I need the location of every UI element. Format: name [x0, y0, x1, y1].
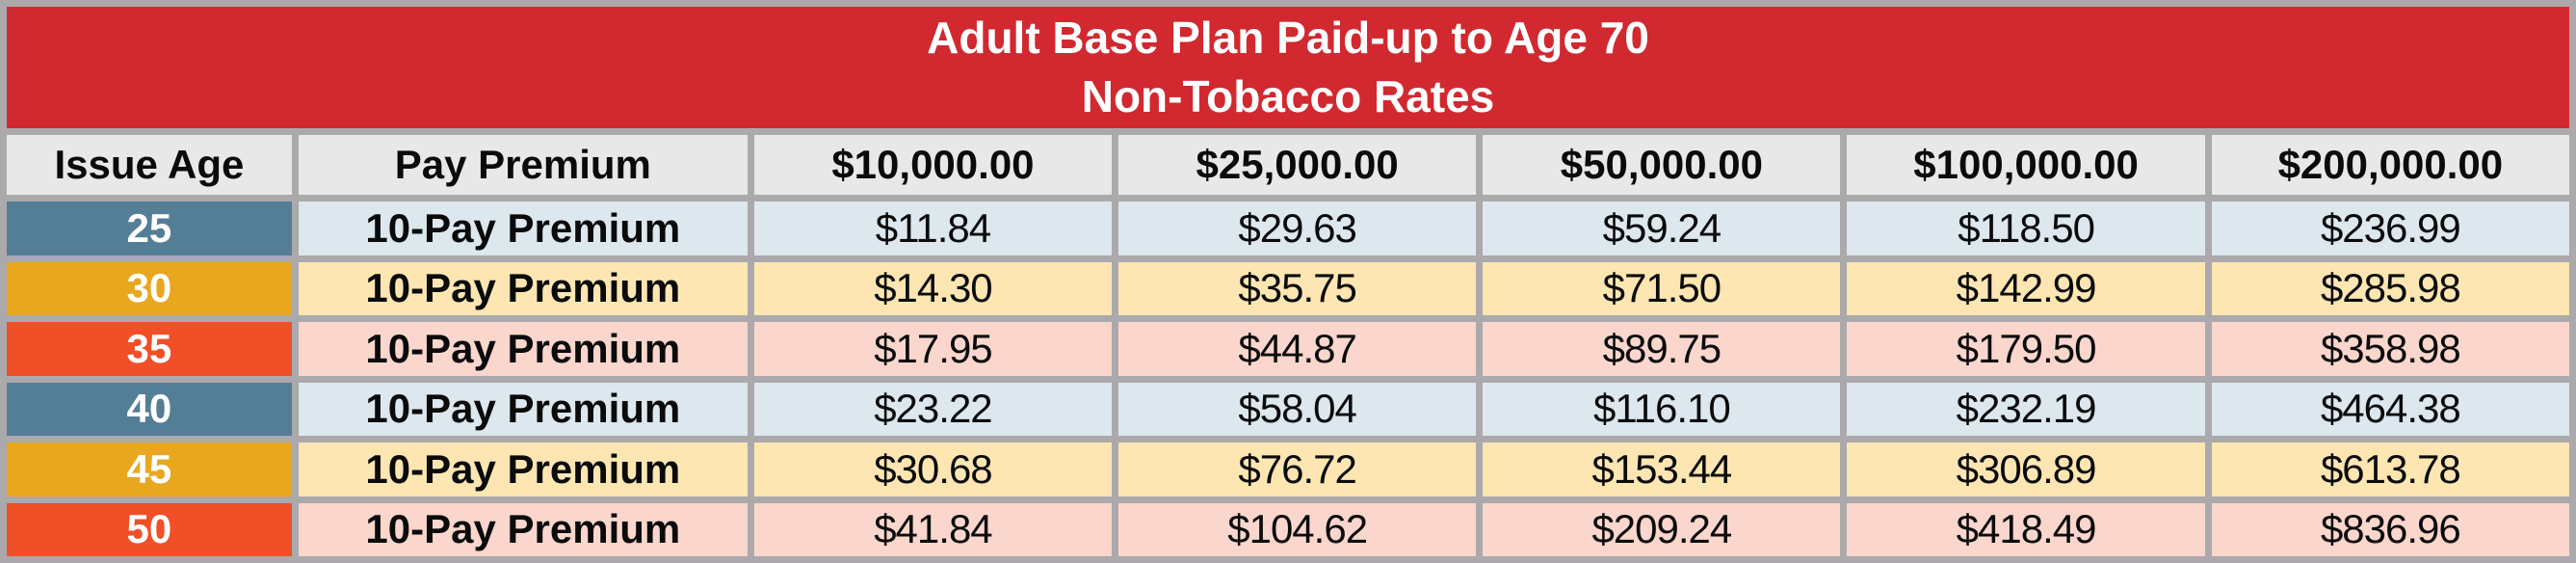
rate-value-cell: $44.87 — [1118, 322, 1477, 376]
table-row: 25 10-Pay Premium $11.84 $29.63 $59.24 $… — [7, 201, 2569, 255]
rate-value-cell: $41.84 — [753, 502, 1113, 556]
rate-class-subtitle: Non-Tobacco Rates — [1081, 71, 1495, 121]
rate-value-cell: $58.04 — [1118, 382, 1477, 436]
rate-value-cell: $285.98 — [2211, 261, 2569, 315]
rate-value-cell: $35.75 — [1118, 261, 1477, 315]
issue-age-cell: 50 — [7, 502, 292, 556]
pay-premium-cell: 10-Pay Premium — [298, 442, 748, 496]
rate-value-cell: $236.99 — [2211, 201, 2569, 255]
rate-value-cell: $613.78 — [2211, 442, 2569, 496]
rate-value-cell: $71.50 — [1483, 261, 1841, 315]
rate-value-cell: $179.50 — [1847, 322, 2205, 376]
table-row: 45 10-Pay Premium $30.68 $76.72 $153.44 … — [7, 442, 2569, 496]
issue-age-cell: 40 — [7, 382, 292, 436]
rate-value-cell: $59.24 — [1483, 201, 1841, 255]
rate-value-cell: $116.10 — [1483, 382, 1841, 436]
column-header-2: $10,000.00 — [753, 135, 1113, 195]
rate-value-cell: $153.44 — [1483, 442, 1841, 496]
column-header-4: $50,000.00 — [1483, 135, 1841, 195]
rate-value-cell: $104.62 — [1118, 502, 1477, 556]
rate-value-cell: $836.96 — [2211, 502, 2569, 556]
plan-title: Adult Base Plan Paid-up to Age 70 — [927, 13, 1649, 64]
table-row: 35 10-Pay Premium $17.95 $44.87 $89.75 $… — [7, 322, 2569, 376]
column-header-6: $200,000.00 — [2211, 135, 2569, 195]
issue-age-cell: 35 — [7, 322, 292, 376]
rate-value-cell: $209.24 — [1483, 502, 1841, 556]
issue-age-cell: 45 — [7, 442, 292, 496]
pay-premium-cell: 10-Pay Premium — [298, 201, 748, 255]
rate-value-cell: $418.49 — [1847, 502, 2205, 556]
issue-age-cell: 25 — [7, 201, 292, 255]
rate-value-cell: $30.68 — [753, 442, 1113, 496]
rate-value-cell: $76.72 — [1118, 442, 1477, 496]
title-banner: Adult Base Plan Paid-up to Age 70 Non-To… — [7, 7, 2569, 128]
column-header-3: $25,000.00 — [1118, 135, 1477, 195]
rate-value-cell: $118.50 — [1847, 201, 2205, 255]
pay-premium-cell: 10-Pay Premium — [298, 382, 748, 436]
rate-value-cell: $306.89 — [1847, 442, 2205, 496]
pay-premium-cell: 10-Pay Premium — [298, 261, 748, 315]
header-row: Issue Age Pay Premium $10,000.00 $25,000.00… — [7, 135, 2569, 195]
column-header-5: $100,000.00 — [1847, 135, 2205, 195]
table-row: 50 10-Pay Premium $41.84 $104.62 $209.24… — [7, 502, 2569, 556]
pay-premium-cell: 10-Pay Premium — [298, 322, 748, 376]
rate-value-cell: $89.75 — [1483, 322, 1841, 376]
rate-value-cell: $232.19 — [1847, 382, 2205, 436]
column-header-1: Pay Premium — [298, 135, 748, 195]
table-row: 30 10-Pay Premium $14.30 $35.75 $71.50 $… — [7, 261, 2569, 315]
rate-value-cell: $464.38 — [2211, 382, 2569, 436]
rate-value-cell: $14.30 — [753, 261, 1113, 315]
table-row: 40 10-Pay Premium $23.22 $58.04 $116.10 … — [7, 382, 2569, 436]
rate-value-cell: $142.99 — [1847, 261, 2205, 315]
rate-value-cell: $11.84 — [753, 201, 1113, 255]
pay-premium-cell: 10-Pay Premium — [298, 502, 748, 556]
rate-value-cell: $17.95 — [753, 322, 1113, 376]
title-banner-row: Adult Base Plan Paid-up to Age 70 Non-To… — [7, 7, 2569, 128]
column-header-0: Issue Age — [7, 135, 292, 195]
rate-value-cell: $23.22 — [753, 382, 1113, 436]
rate-value-cell: $358.98 — [2211, 322, 2569, 376]
issue-age-cell: 30 — [7, 261, 292, 315]
rate-value-cell: $29.63 — [1118, 201, 1477, 255]
